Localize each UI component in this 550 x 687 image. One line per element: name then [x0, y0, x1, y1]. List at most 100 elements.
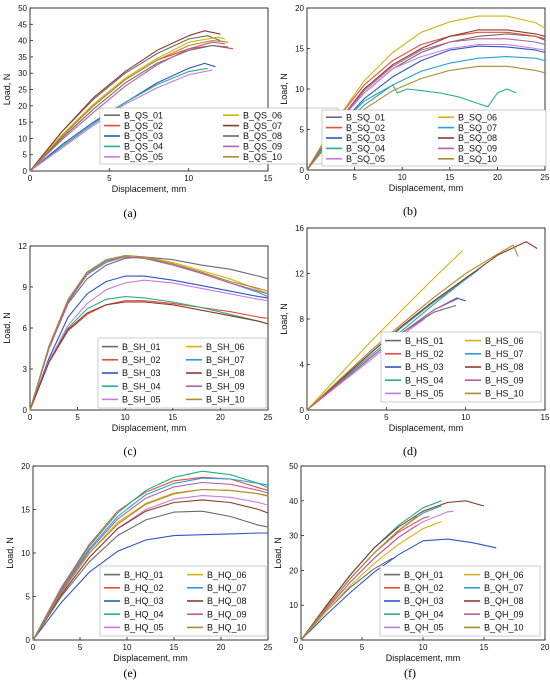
y-tick-label: 0 [23, 167, 28, 176]
legend-entry: B_QS_08 [243, 131, 282, 141]
legend-entry: B_HS_09 [485, 375, 524, 385]
y-axis-label: Load, N [2, 74, 12, 106]
y-tick-label: 20 [21, 462, 30, 471]
x-tick-label: 5 [352, 173, 357, 182]
legend-entry: B_SQ_02 [346, 123, 385, 133]
legend-entry: B_QH_07 [484, 583, 524, 593]
x-tick-label: 0 [299, 643, 304, 652]
y-tick-label: 40 [18, 37, 27, 46]
series-line-B_QS_06 [29, 36, 226, 172]
series-line-B_SH_05 [29, 279, 269, 411]
x-tick-label: 15 [264, 174, 273, 183]
caption-f: (f) [404, 666, 416, 680]
legend-entry: B_SQ_01 [346, 112, 385, 122]
legend-entry: B_QH_08 [484, 596, 524, 606]
series-line-B_SH_08 [29, 301, 269, 411]
x-tick-label: 15 [170, 643, 179, 652]
legend-entry: B_QH_03 [404, 596, 444, 606]
y-tick-label: 50 [289, 462, 298, 471]
series-line-B_HQ_10 [32, 488, 269, 641]
series-line-B_QS_04 [29, 67, 208, 172]
y-tick-label: 10 [21, 549, 30, 558]
series-line-B_QS_08 [29, 44, 229, 172]
legend-entry: B_HS_06 [485, 336, 524, 346]
series-line-B_QS_05 [29, 69, 213, 172]
legend-entry: B_HQ_07 [207, 583, 247, 593]
series-line-B_QH_09 [300, 524, 418, 641]
legend-entry: B_HS_05 [405, 389, 444, 399]
series-line-B_HS_10 [306, 244, 519, 411]
legend-entry: B_SQ_03 [346, 133, 385, 143]
x-axis-label: Displacement, mm [113, 653, 188, 663]
y-axis-label: Load, N [2, 312, 12, 344]
x-tick-label: 20 [217, 643, 226, 652]
y-axis-label: Load, N [5, 537, 15, 569]
y-tick-label: 45 [18, 20, 27, 29]
caption-d: (d) [403, 444, 417, 458]
y-tick-label: 0 [23, 406, 28, 415]
legend-entry: B_QH_09 [484, 609, 524, 619]
y-axis-label: Load, N [279, 303, 289, 335]
legend-entry: B_HQ_06 [207, 570, 247, 580]
x-tick-label: 20 [493, 173, 502, 182]
legend-entry: B_HQ_05 [124, 623, 164, 633]
y-tick-label: 15 [18, 118, 27, 127]
series-line-B_HQ_01 [32, 510, 269, 641]
x-tick-label: 0 [305, 413, 310, 422]
x-tick-label: 5 [78, 643, 83, 652]
legend-entry: B_SH_06 [206, 342, 245, 352]
legend-entry: B_HQ_03 [124, 596, 164, 606]
series-line-B_HS_06 [306, 250, 463, 411]
chart-panel-a: 0 5 10 1505101520253035404550Displacement, … [2, 4, 339, 194]
y-tick-label: 12 [18, 242, 27, 251]
series-line-B_HQ_03 [32, 532, 268, 641]
legend-entry: B_QS_02 [124, 121, 163, 131]
x-axis-label: Displacement, mm [389, 423, 464, 433]
legend-entry: B_QH_02 [404, 583, 444, 593]
series-line-B_HS_05 [306, 318, 425, 411]
y-tick-label: 15 [295, 45, 304, 54]
x-tick-label: 5 [360, 643, 365, 652]
y-tick-label: 0 [300, 166, 305, 175]
series-line-B_QS_07 [29, 30, 221, 172]
y-tick-label: 12 [295, 270, 304, 279]
legend-entry: B_HS_03 [405, 362, 444, 372]
legend-entry: B_QS_09 [243, 142, 282, 152]
legend: B_HS_01 B_HS_02 B_HS_03 B_HS_04 B_HS_05 B_HS_… [380, 331, 542, 403]
chart-panel-e: 0 5 10 15 20 25 0 5 10 15 20 Displacement, mm Load, … [5, 462, 273, 663]
series-line-B_SQ_05 [306, 43, 546, 171]
y-tick-label: 16 [295, 224, 304, 233]
series-line-B_QH_08 [300, 500, 485, 641]
y-tick-label: 10 [295, 85, 304, 94]
legend-entry: B_SQ_10 [458, 154, 497, 164]
y-tick-label: 3 [23, 365, 28, 374]
series-line-B_HQ_08 [32, 499, 269, 641]
legend-entry: B_QH_05 [404, 623, 444, 633]
legend-entry: B_HS_01 [405, 336, 444, 346]
y-tick-label: 0 [300, 406, 305, 415]
y-tick-label: 4 [300, 361, 305, 370]
legend-entry: B_SQ_09 [458, 144, 497, 154]
y-tick-label: 10 [18, 134, 27, 143]
series-line-B_QS_03 [29, 62, 216, 172]
legend-entry: B_SH_10 [206, 395, 245, 405]
x-tick-label: 0 [28, 174, 33, 183]
x-tick-label: 15 [168, 413, 177, 422]
chart-panel-b: 0 5 10 15 20 25 0 5 10 15 20 Displacement, mm Load, … [279, 4, 550, 193]
chart-panel-f: 0 5 10 15 20 0 10 20 30 40 50 Displacement, mm Load,… [273, 462, 550, 663]
caption-e: (e) [123, 666, 137, 680]
x-tick-label: 15 [480, 643, 489, 652]
caption-b: (b) [403, 204, 417, 218]
x-tick-label: 0 [305, 173, 310, 182]
legend-box [99, 565, 267, 637]
legend-entry: B_SH_07 [206, 355, 245, 365]
legend-entry: B_SQ_06 [458, 112, 497, 122]
chart-panel-d: 0 5 10 15 0 4 8 12 16 Displacement, mm Load, N B_HS… [279, 224, 550, 433]
y-tick-label: 40 [289, 497, 298, 506]
legend: B_SH_01 B_SH_02 B_SH_03 B_SH_04 B_SH_05 B_SH_… [97, 337, 267, 409]
y-tick-label: 10 [289, 601, 298, 610]
series-line-B_QH_01 [300, 557, 393, 641]
caption-c: (c) [123, 444, 137, 458]
legend-entry: B_HQ_02 [124, 583, 164, 593]
